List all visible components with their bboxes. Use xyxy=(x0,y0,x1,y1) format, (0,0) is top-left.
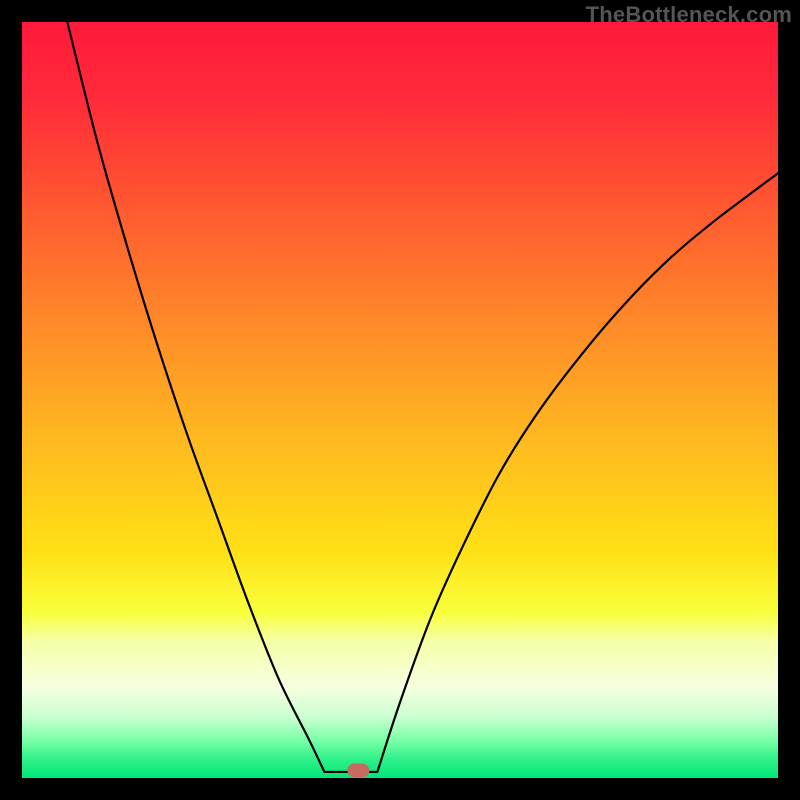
plot-background xyxy=(22,22,778,778)
chart-svg xyxy=(0,0,800,800)
bottleneck-chart: TheBottleneck.com xyxy=(0,0,800,800)
optimum-marker xyxy=(347,763,369,777)
watermark-text: TheBottleneck.com xyxy=(586,2,792,28)
